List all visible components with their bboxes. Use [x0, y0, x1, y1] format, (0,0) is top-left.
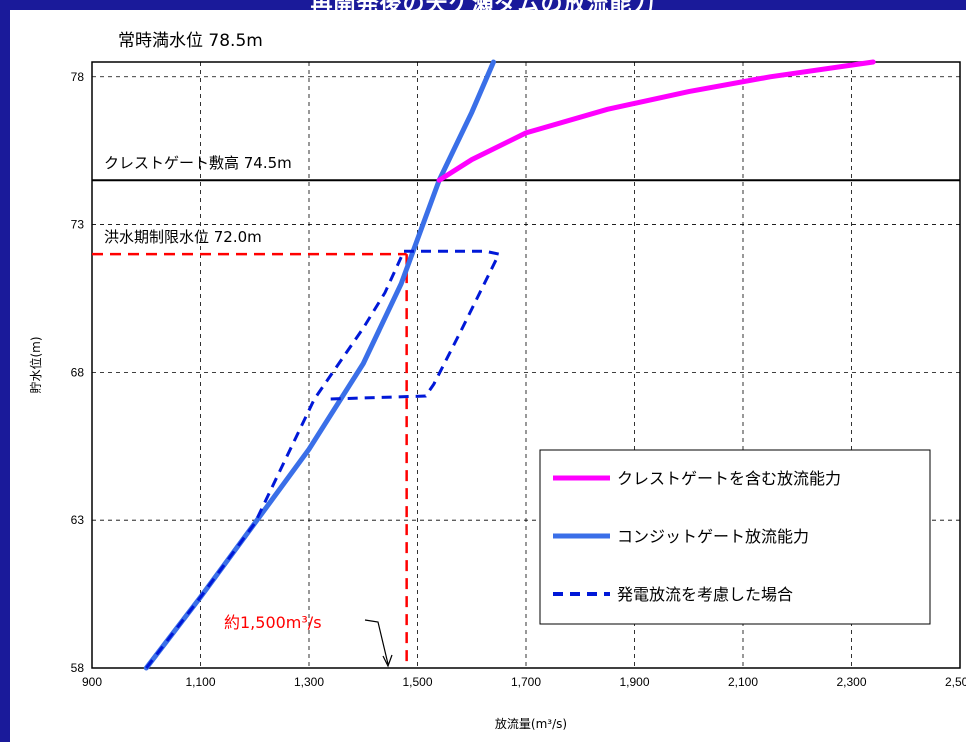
- series: [143, 59, 876, 671]
- ticks: 900 1,100 1,300 1,500 1,700 1,900 2,100 2,300 2,…: [71, 70, 966, 689]
- x-tick-label: 1,100: [185, 675, 215, 689]
- x-tick-label: 2,100: [728, 675, 758, 689]
- x-tick-label: 1,500: [402, 675, 432, 689]
- x-tick-label: 900: [82, 675, 102, 689]
- banner-title: 再開発後の天ケ瀬ダムの放流能力: [0, 0, 966, 10]
- y-tick-label: 73: [71, 218, 85, 232]
- discharge-annotation: 約1,500m³/s: [224, 613, 322, 632]
- x-tick-label: 1,700: [511, 675, 541, 689]
- series-crest-gate-line: [436, 59, 876, 183]
- chart-svg: 900 1,100 1,300 1,500 1,700 1,900 2,100 2,300 2,…: [28, 31, 966, 731]
- legend-label-crest: クレストゲートを含む放流能力: [617, 469, 841, 488]
- legend-label-power: 発電放流を考慮した場合: [617, 585, 793, 604]
- x-tick-label: 2,500: [945, 675, 966, 689]
- reference-lines: [92, 179, 960, 668]
- series-conduit-gate-line: [143, 59, 496, 671]
- plot-frame: [91, 61, 961, 669]
- flood-season-limit-label: 洪水期制限水位 72.0m: [104, 228, 262, 246]
- y-axis-label: 貯水位(m): [28, 336, 43, 393]
- discharge-arrowhead: [382, 654, 393, 668]
- legend: クレストゲートを含む放流能力 コンジットゲート放流能力 発電放流を考慮した場合: [539, 449, 931, 625]
- x-tick-label: 1,300: [294, 675, 324, 689]
- y-tick-label: 78: [71, 70, 85, 84]
- discharge-leader-line: [364, 619, 389, 665]
- chart-panel: 900 1,100 1,300 1,500 1,700 1,900 2,100 2,300 2,…: [10, 10, 966, 742]
- series-power-release-loop: [330, 249, 502, 401]
- banner: 再開発後の天ケ瀬ダムの放流能力: [0, 0, 966, 10]
- legend-label-conduit: コンジットゲート放流能力: [617, 527, 809, 546]
- y-tick-label: 68: [71, 365, 85, 379]
- x-tick-label: 2,300: [836, 675, 866, 689]
- crest-gate-sill-label: クレストゲート敷高 74.5m: [104, 154, 292, 172]
- x-tick-label: 1,900: [619, 675, 649, 689]
- y-tick-label: 58: [71, 661, 85, 675]
- x-axis-label: 放流量(m³/s): [495, 716, 567, 731]
- normal-water-level-label: 常時満水位 78.5m: [118, 31, 263, 51]
- series-power-release-line: [145, 256, 403, 669]
- y-tick-label: 63: [71, 513, 85, 527]
